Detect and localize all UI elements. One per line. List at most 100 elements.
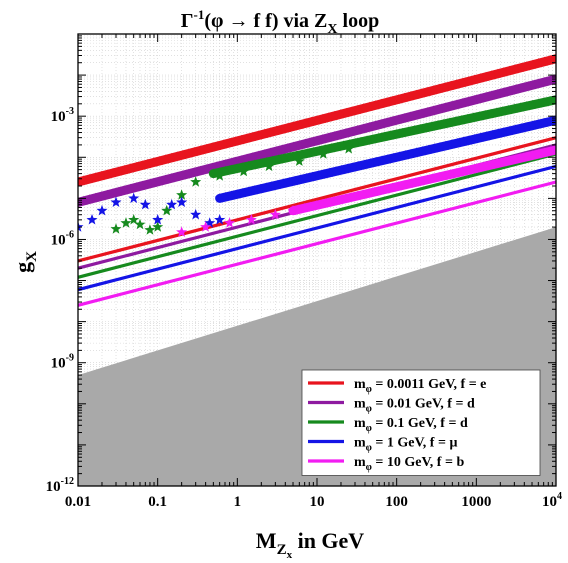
series-band-star	[362, 135, 372, 145]
series-band-star	[438, 118, 449, 129]
series-band-star	[341, 128, 352, 138]
series-band-star	[255, 158, 266, 168]
series-band-star	[539, 56, 550, 66]
series-band-star	[533, 98, 544, 108]
series-band-star	[417, 108, 427, 118]
series-band-star	[551, 53, 556, 63]
y-tick-label: 10-9	[51, 353, 74, 372]
series-band-star	[207, 162, 217, 172]
series-band-star	[429, 143, 440, 153]
series-band-star	[388, 152, 399, 163]
series-band-star	[406, 148, 416, 159]
series-band-star	[481, 131, 492, 141]
series-band-star	[492, 107, 502, 117]
series-band-star	[410, 177, 421, 187]
series-band-star	[224, 158, 235, 168]
series-band-star	[201, 164, 212, 174]
series-band-star	[370, 120, 381, 130]
series-band-star	[350, 137, 361, 148]
series-band-star	[364, 122, 375, 132]
series-band-star	[242, 133, 252, 143]
series-lower-line	[78, 136, 556, 263]
series-band-star	[230, 156, 241, 166]
series-band-star	[428, 173, 439, 183]
legend-label: mφ = 0.01 GeV, f = d	[354, 397, 475, 415]
series-band-star	[247, 131, 258, 142]
series-band-star	[334, 194, 345, 205]
series-point	[238, 165, 250, 177]
series-band-star	[143, 158, 153, 169]
chart-title: Γ-1(φ → f f) via ZX loop	[181, 7, 379, 37]
series-band-star	[329, 131, 340, 141]
series-band-star	[462, 113, 473, 124]
series-band-star	[475, 162, 485, 172]
series-band-star	[434, 103, 445, 114]
series-point	[176, 226, 188, 237]
series-band-star	[271, 146, 282, 156]
series-band-star	[516, 152, 526, 163]
series-band-star	[232, 163, 242, 173]
series-band-star	[119, 185, 130, 195]
series-band-star	[249, 159, 260, 169]
series-band-star	[218, 159, 229, 169]
series-band-star	[411, 147, 422, 157]
series-band-star	[450, 116, 461, 126]
series-band-star	[213, 140, 223, 151]
svg-text:MZx in GeV: MZx in GeV	[256, 528, 365, 561]
series-band-star	[377, 155, 387, 165]
series-band-star	[469, 133, 480, 144]
x-tick-label: 0.1	[148, 494, 167, 510]
series-band-star	[421, 122, 431, 132]
series-band-star	[387, 182, 398, 192]
series-band-star	[457, 166, 468, 176]
series-band-star	[359, 159, 370, 169]
series-band-star	[249, 185, 260, 195]
series-point	[110, 196, 122, 207]
series-band-star	[521, 61, 532, 71]
series-point	[176, 189, 188, 200]
series-band-star	[119, 164, 130, 175]
series-point	[134, 218, 146, 230]
series-band-star	[533, 58, 544, 68]
series-point	[152, 214, 164, 225]
series-band-star	[516, 82, 526, 93]
series-band-star	[492, 88, 503, 99]
series-band-star	[352, 125, 363, 135]
series-point	[139, 198, 151, 210]
series-band-star	[279, 153, 290, 163]
series-band-star	[160, 174, 171, 184]
series-band-star	[255, 183, 266, 194]
series-band-star	[340, 193, 351, 203]
svg-text:gX: gX	[10, 251, 40, 273]
series-band-star	[300, 118, 311, 128]
series-lower-line	[78, 180, 556, 307]
series-band-star	[446, 100, 456, 111]
series-band-star	[545, 75, 556, 85]
series-point	[224, 217, 236, 228]
series-point	[110, 223, 122, 234]
series-band-star	[444, 117, 455, 127]
series-point	[293, 155, 305, 166]
x-tick-label: 1	[234, 494, 242, 510]
series-point	[128, 214, 140, 225]
series-band-star	[271, 125, 282, 136]
series-band-star	[364, 188, 374, 198]
series-band-star	[213, 161, 223, 171]
series-band-star	[504, 65, 515, 75]
x-tick-label: 1000	[461, 494, 491, 510]
series-band-star	[282, 143, 293, 153]
series-point	[120, 217, 132, 228]
series-band-star	[247, 152, 258, 162]
series-band-star	[243, 186, 254, 196]
series-band-star	[486, 159, 497, 170]
series-band-star	[125, 183, 136, 193]
series-3	[78, 94, 556, 279]
series-band-star	[189, 167, 200, 177]
series-band-star	[226, 164, 236, 174]
series-band-star	[394, 151, 405, 161]
series-band-star	[148, 177, 159, 187]
series-point	[176, 196, 188, 207]
series-band-star	[330, 166, 341, 176]
series-band-star	[358, 123, 369, 133]
series-band-star	[504, 85, 515, 96]
